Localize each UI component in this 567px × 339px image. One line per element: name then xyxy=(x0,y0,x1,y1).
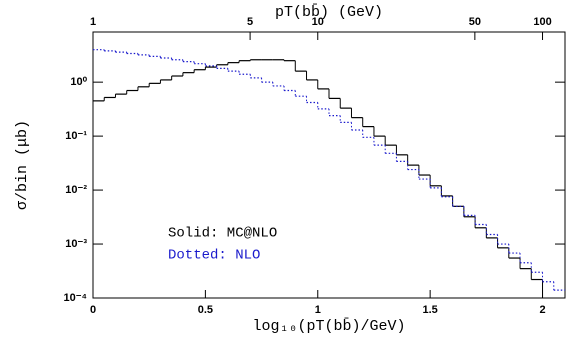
x2-tick-label: 1 xyxy=(90,16,96,28)
y-tick-label: 10⁰ xyxy=(70,76,87,88)
y-tick-label: 10⁻² xyxy=(65,184,87,196)
x2-tick-label: 10 xyxy=(312,16,324,28)
x2-axis-label: pT(bb̄) (GeV) xyxy=(275,4,383,21)
x-tick-label: 1 xyxy=(315,304,321,316)
x-tick-label: 0.5 xyxy=(198,304,213,316)
x2-tick-label: 50 xyxy=(469,16,481,28)
plot-frame xyxy=(92,31,566,299)
x-tick-label: 2 xyxy=(539,304,545,316)
x-tick-label: 1.5 xyxy=(422,304,437,316)
legend-label: Dotted: NLO xyxy=(168,248,260,264)
x-axis-label: log₁₀(pT(bb̄)/GeV) xyxy=(252,318,405,335)
legend-label: Solid: MC@NLO xyxy=(168,226,277,242)
y-tick-label: 10⁻¹ xyxy=(65,130,87,142)
y-tick-label: 10⁻³ xyxy=(65,238,87,250)
x-tick-label: 0 xyxy=(90,304,96,316)
x2-tick-label: 100 xyxy=(533,16,551,28)
y-tick-label: 10⁻⁴ xyxy=(64,292,87,304)
x2-tick-label: 5 xyxy=(247,16,253,28)
y-axis-label: σ/bin (μb) xyxy=(14,120,31,210)
